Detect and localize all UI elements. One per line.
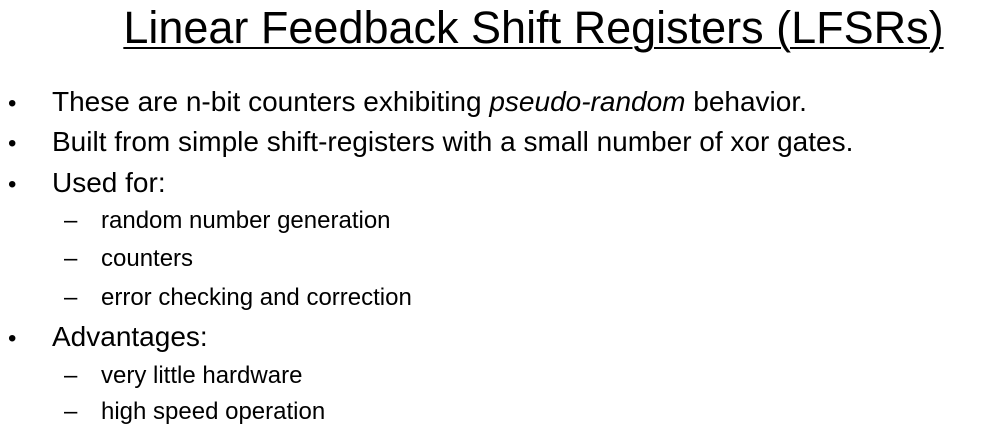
bullet-marker: • <box>8 171 17 198</box>
bullet-text-post: behavior. <box>685 86 807 117</box>
sub-bullet-marker: – <box>64 398 78 425</box>
bullet-item: • Advantages: <box>8 319 208 357</box>
bullet-marker: • <box>8 130 17 157</box>
sub-bullet-item: – error checking and correction <box>64 282 412 314</box>
sub-bullet-marker: – <box>64 207 78 234</box>
sub-bullet-item: – random number generation <box>64 205 391 237</box>
bullet-text-emphasis: pseudo-random <box>489 86 686 117</box>
sub-bullet-text: counters <box>101 245 194 272</box>
bullet-marker: • <box>8 325 17 352</box>
sub-bullet-item: – very little hardware <box>64 360 302 392</box>
bullet-text-pre: These are n-bit counters exhibiting <box>52 86 490 117</box>
sub-bullet-text: high speed operation <box>101 398 326 425</box>
bullet-item: • Built from simple shift-registers with … <box>8 124 853 162</box>
sub-bullet-item: – high speed operation <box>64 396 325 428</box>
bullet-marker: • <box>8 90 17 117</box>
bullet-text: Used for: <box>52 167 166 198</box>
sub-bullet-text: error checking and correction <box>101 284 412 311</box>
bullet-item: • These are n-bit counters exhibiting pse… <box>8 84 807 122</box>
bullet-text: Advantages: <box>52 321 208 352</box>
sub-bullet-marker: – <box>64 362 78 389</box>
sub-bullet-marker: – <box>64 284 78 311</box>
sub-bullet-marker: – <box>64 245 78 272</box>
bullet-text: Built from simple shift-registers with a… <box>52 126 854 157</box>
bullet-item: • Used for: <box>8 165 166 203</box>
slide-title: Linear Feedback Shift Registers (LFSRs) <box>123 2 944 53</box>
sub-bullet-text: random number generation <box>101 207 391 234</box>
sub-bullet-text: very little hardware <box>101 362 303 389</box>
sub-bullet-item: – counters <box>64 243 193 275</box>
